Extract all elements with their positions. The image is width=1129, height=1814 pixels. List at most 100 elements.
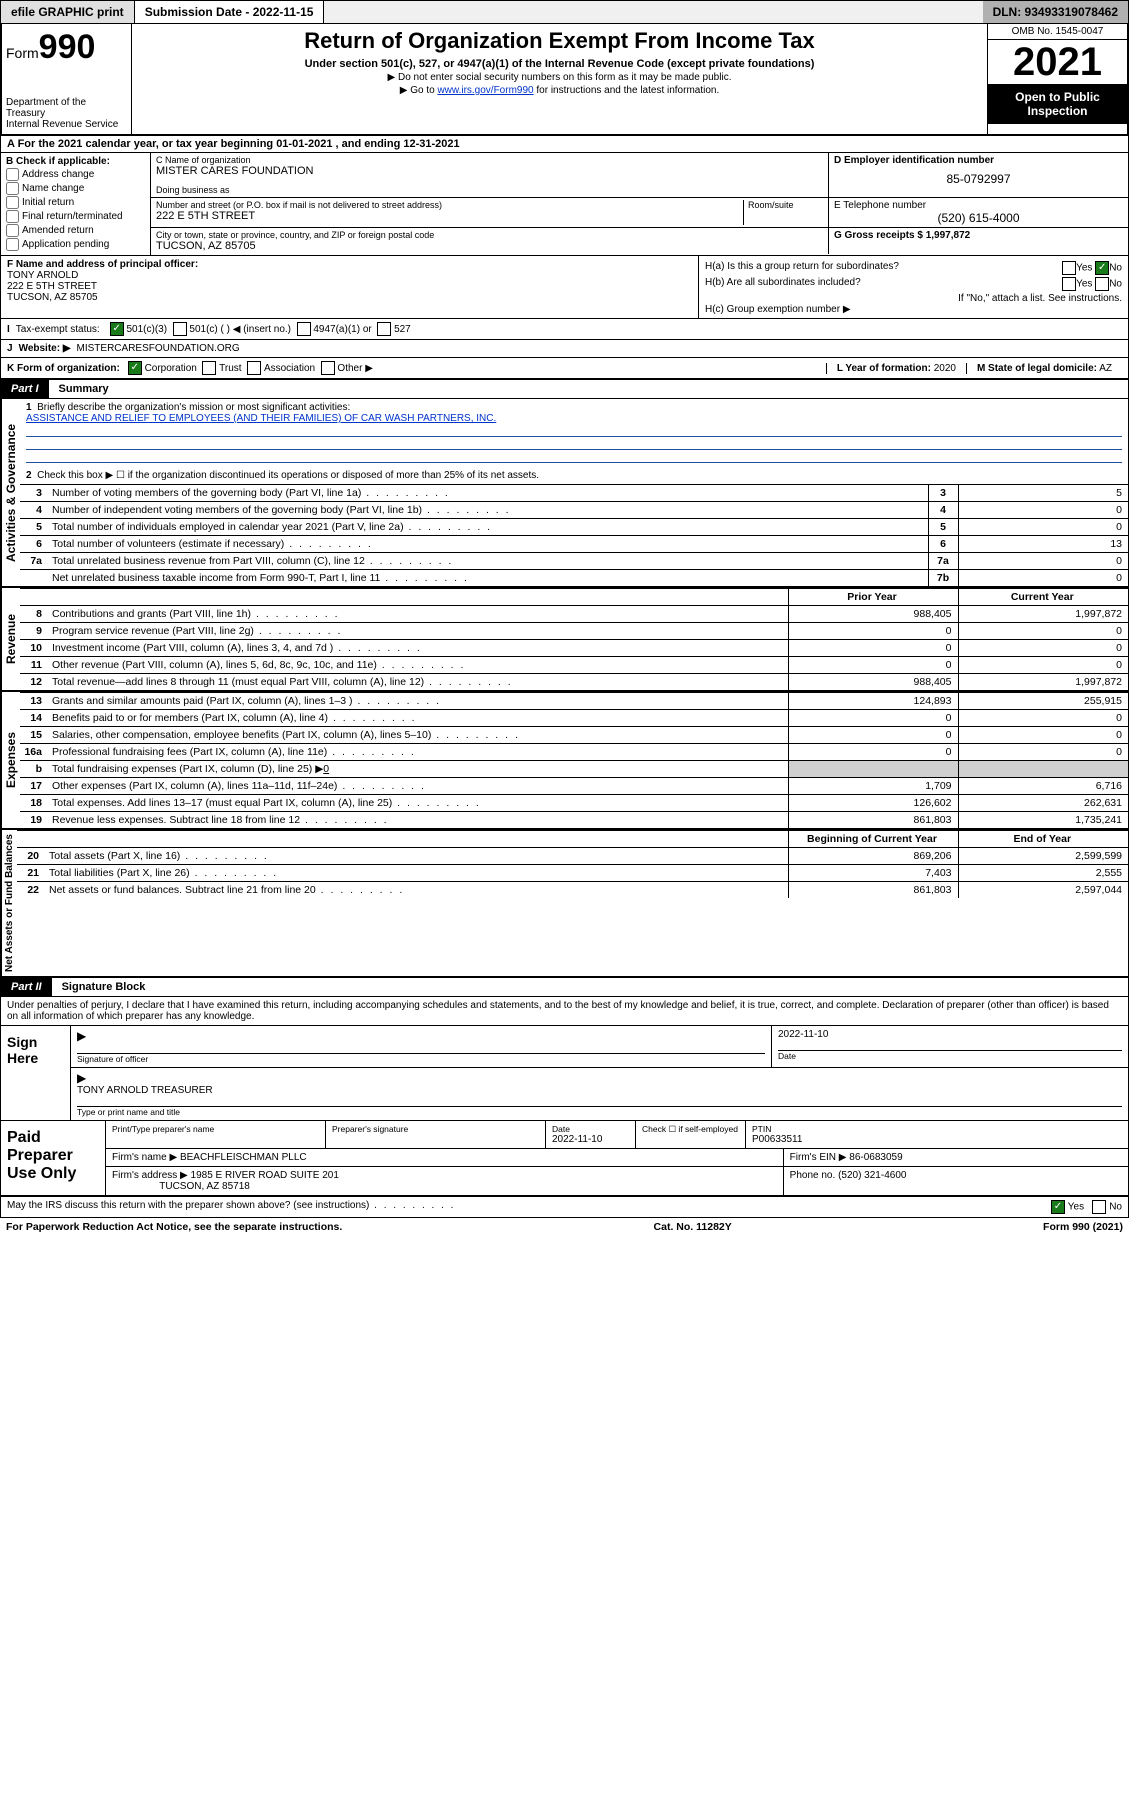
ein: 85-0792997 bbox=[834, 172, 1123, 186]
line-2: 2 Check this box ▶ ☐ if the organization… bbox=[20, 467, 1128, 484]
discuss-yes-checkbox[interactable]: ✓ bbox=[1051, 1200, 1065, 1214]
sig-officer-label: Signature of officer bbox=[77, 1053, 765, 1064]
cat-no: Cat. No. 11282Y bbox=[654, 1221, 732, 1233]
goto-post: for instructions and the latest informat… bbox=[534, 85, 720, 96]
org-name-label: C Name of organization bbox=[156, 155, 823, 165]
sig-name-title: TONY ARNOLD TREASURER bbox=[77, 1085, 1122, 1096]
table-row: 17Other expenses (Part IX, column (A), l… bbox=[20, 778, 1128, 795]
officer-street: 222 E 5TH STREET bbox=[7, 281, 692, 292]
sig-name-title-label: Type or print name and title bbox=[77, 1106, 1122, 1117]
box-b-title: B Check if applicable: bbox=[6, 156, 145, 167]
box-b: B Check if applicable: Address change Na… bbox=[1, 153, 151, 255]
table-row: Net unrelated business taxable income fr… bbox=[20, 570, 1128, 587]
form-header: Form990 Department of the Treasury Inter… bbox=[0, 24, 1129, 136]
form-org-label: K Form of organization: bbox=[7, 363, 120, 374]
box-h: H(a) Is this a group return for subordin… bbox=[698, 256, 1128, 318]
block-identity: B Check if applicable: Address change Na… bbox=[0, 153, 1129, 256]
line-16b-val: 0 bbox=[323, 763, 329, 775]
hdr-end: End of Year bbox=[958, 831, 1128, 848]
firm-addr1: 1985 E RIVER ROAD SUITE 201 bbox=[191, 1170, 339, 1181]
check-assoc[interactable] bbox=[247, 361, 261, 375]
hdr-prior-year: Prior Year bbox=[788, 589, 958, 606]
table-row: 20Total assets (Part X, line 16)869,2062… bbox=[17, 848, 1128, 865]
ha-yes-label: Yes bbox=[1076, 263, 1092, 274]
firm-ein: 86-0683059 bbox=[849, 1152, 902, 1163]
part-2-header: Part II Signature Block bbox=[0, 978, 1129, 997]
part-2-title: Signature Block bbox=[52, 978, 156, 996]
city-label: City or town, state or province, country… bbox=[156, 230, 823, 240]
paid-preparer-label: Paid Preparer Use Only bbox=[1, 1121, 106, 1195]
line-1-mission: 1 Briefly describe the organization's mi… bbox=[20, 399, 1128, 467]
street: 222 E 5TH STREET bbox=[156, 210, 743, 222]
table-row: 13Grants and similar amounts paid (Part … bbox=[20, 693, 1128, 710]
line-a-tax-year: A For the 2021 calendar year, or tax yea… bbox=[0, 136, 1129, 153]
check-final-return[interactable]: Final return/terminated bbox=[6, 210, 145, 223]
hdr-current-year: Current Year bbox=[958, 589, 1128, 606]
mission-label: Briefly describe the organization's miss… bbox=[37, 402, 350, 413]
table-row: 3Number of voting members of the governi… bbox=[20, 485, 1128, 502]
table-row: 7aTotal unrelated business revenue from … bbox=[20, 553, 1128, 570]
check-other[interactable] bbox=[321, 361, 335, 375]
dept-treasury: Department of the Treasury bbox=[6, 97, 127, 119]
check-application-pending[interactable]: Application pending bbox=[6, 238, 145, 251]
check-name-change[interactable]: Name change bbox=[6, 182, 145, 195]
hb-yes-checkbox[interactable] bbox=[1062, 277, 1076, 291]
year-formation: 2020 bbox=[934, 363, 956, 374]
part-1-title: Summary bbox=[49, 380, 119, 398]
firm-name: BEACHFLEISCHMAN PLLC bbox=[180, 1152, 307, 1163]
row-j-website: J Website: ▶ MISTERCARESFOUNDATION.ORG bbox=[0, 340, 1129, 358]
efile-print-button[interactable]: efile GRAPHIC print bbox=[1, 1, 135, 23]
gross-receipts: 1,997,872 bbox=[926, 230, 971, 241]
table-row: 8Contributions and grants (Part VIII, li… bbox=[20, 606, 1128, 623]
net-assets-table: Beginning of Current Year End of Year 20… bbox=[17, 830, 1128, 898]
check-initial-return[interactable]: Initial return bbox=[6, 196, 145, 209]
table-row: 11Other revenue (Part VIII, column (A), … bbox=[20, 657, 1128, 674]
table-row: 18Total expenses. Add lines 13–17 (must … bbox=[20, 795, 1128, 812]
form-header-left: Form990 Department of the Treasury Inter… bbox=[2, 24, 132, 134]
ein-label: D Employer identification number bbox=[834, 155, 1123, 166]
ha-yes-checkbox[interactable] bbox=[1062, 261, 1076, 275]
trust-label: Trust bbox=[219, 363, 241, 374]
footer-bottom: For Paperwork Reduction Act Notice, see … bbox=[0, 1218, 1129, 1236]
pra-notice: For Paperwork Reduction Act Notice, see … bbox=[6, 1221, 342, 1233]
table-row: 15Salaries, other compensation, employee… bbox=[20, 727, 1128, 744]
irs-link[interactable]: www.irs.gov/Form990 bbox=[437, 85, 533, 96]
form-header-mid: Return of Organization Exempt From Incom… bbox=[132, 24, 987, 134]
table-row: 22Net assets or fund balances. Subtract … bbox=[17, 882, 1128, 899]
side-net-assets: Net Assets or Fund Balances bbox=[1, 830, 17, 976]
form-990-label: Form 990 (2021) bbox=[1043, 1221, 1123, 1233]
hb-note: If "No," attach a list. See instructions… bbox=[705, 293, 1122, 304]
domicile-label: M State of legal domicile: bbox=[977, 363, 1097, 374]
prep-self-emp: Check ☐ if self-employed bbox=[642, 1124, 739, 1135]
officer-city: TUCSON, AZ 85705 bbox=[7, 292, 692, 303]
check-address-change[interactable]: Address change bbox=[6, 168, 145, 181]
check-501c[interactable] bbox=[173, 322, 187, 336]
sign-here-label: Sign Here bbox=[1, 1026, 71, 1120]
discuss-yes: Yes bbox=[1068, 1202, 1084, 1213]
discuss-no-checkbox[interactable] bbox=[1092, 1200, 1106, 1214]
line-16b-curr-shade bbox=[958, 761, 1128, 778]
row-i-tax-exempt: I Tax-exempt status: ✓ 501(c)(3) 501(c) … bbox=[0, 319, 1129, 340]
check-amended-return[interactable]: Amended return bbox=[6, 224, 145, 237]
corp-label: Corporation bbox=[145, 363, 197, 374]
form-title: Return of Organization Exempt From Incom… bbox=[136, 28, 983, 54]
check-527[interactable] bbox=[377, 322, 391, 336]
cell-ein: D Employer identification number 85-0792… bbox=[828, 153, 1128, 197]
firm-phone: (520) 321-4600 bbox=[838, 1170, 906, 1181]
check-corp[interactable]: ✓ bbox=[128, 361, 142, 375]
ptin-label: PTIN bbox=[752, 1124, 1122, 1134]
check-4947[interactable] bbox=[297, 322, 311, 336]
open-inspection: Open to Public Inspection bbox=[988, 84, 1127, 124]
check-501c3[interactable]: ✓ bbox=[110, 322, 124, 336]
sig-officer-cell: Signature of officer bbox=[71, 1026, 772, 1067]
ha-no-checkbox[interactable]: ✓ bbox=[1095, 261, 1109, 275]
form-number: 990 bbox=[39, 28, 96, 66]
officer-label: F Name and address of principal officer: bbox=[7, 259, 692, 270]
501c-label: 501(c) ( ) ◀ (insert no.) bbox=[189, 324, 291, 335]
check-trust[interactable] bbox=[202, 361, 216, 375]
table-row: 21Total liabilities (Part X, line 26)7,4… bbox=[17, 865, 1128, 882]
hb-no-checkbox[interactable] bbox=[1095, 277, 1109, 291]
mission-text: ASSISTANCE AND RELIEF TO EMPLOYEES (AND … bbox=[26, 413, 496, 424]
side-activities: Activities & Governance bbox=[1, 399, 20, 586]
hc-label: H(c) Group exemption number ▶ bbox=[705, 304, 1122, 315]
